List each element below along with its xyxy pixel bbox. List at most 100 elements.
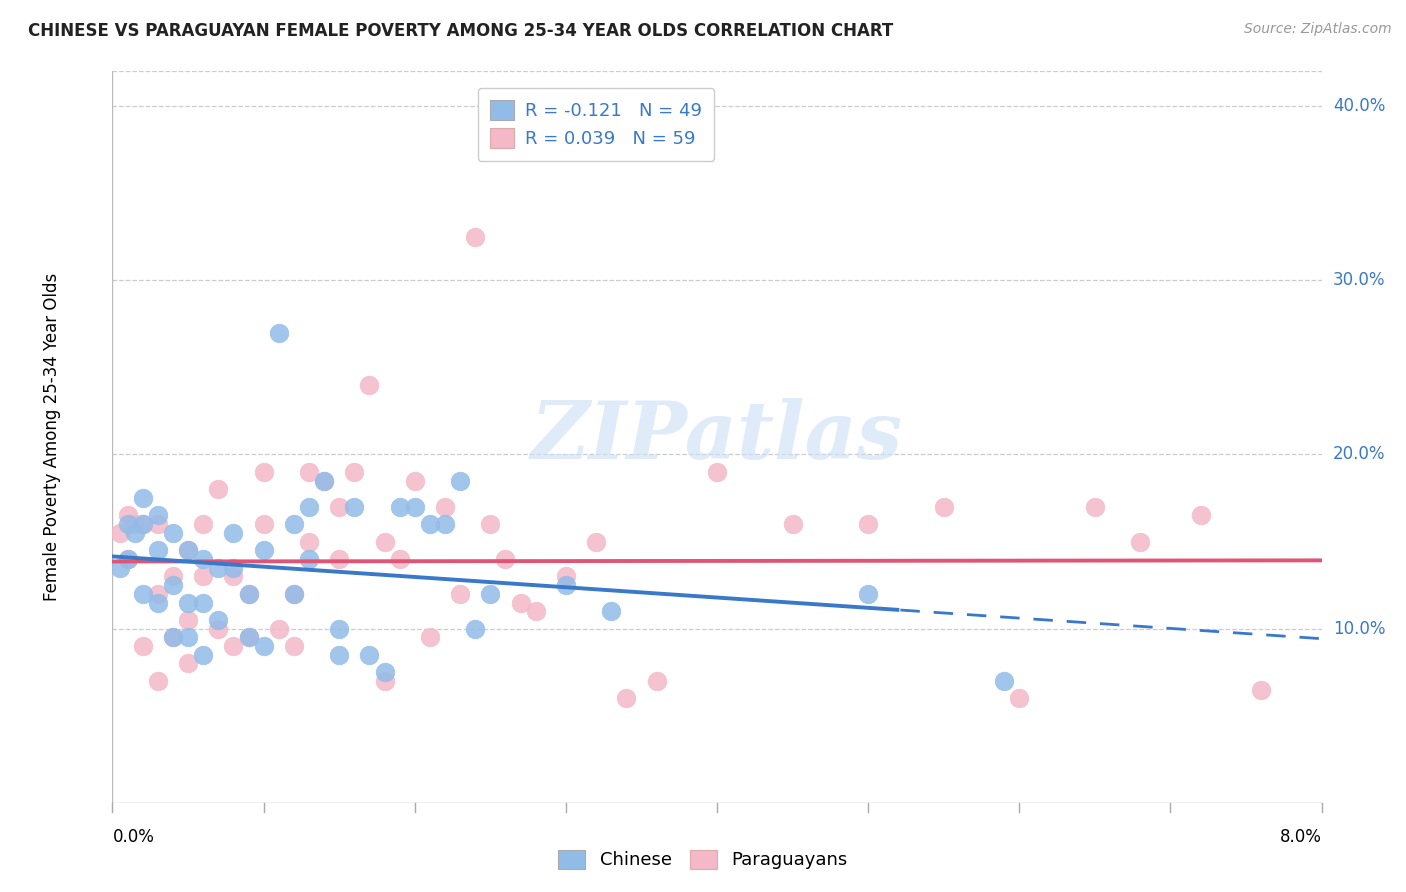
Legend: Chinese, Paraguayans: Chinese, Paraguayans (550, 840, 856, 879)
Point (1008, 691, 1031, 706)
Point (177, 543, 200, 558)
Point (283, 517, 305, 532)
Point (238, 587, 260, 601)
Point (146, 517, 169, 532)
Point (238, 631, 260, 645)
Point (207, 560, 229, 574)
Point (191, 552, 215, 566)
Point (388, 500, 411, 514)
Point (146, 673, 169, 688)
Point (283, 587, 305, 601)
Point (373, 673, 396, 688)
Point (373, 665, 396, 680)
Text: 0.0%: 0.0% (112, 829, 155, 847)
Point (117, 508, 139, 523)
Point (253, 465, 276, 479)
Point (600, 604, 623, 618)
Point (856, 587, 880, 601)
Point (554, 569, 576, 583)
Point (298, 534, 321, 549)
Point (479, 517, 502, 532)
Point (298, 465, 321, 479)
Point (177, 543, 200, 558)
Point (222, 639, 245, 653)
Point (479, 587, 502, 601)
Point (222, 525, 245, 540)
Point (464, 622, 486, 636)
Point (162, 578, 184, 592)
Point (108, 525, 131, 540)
Text: CHINESE VS PARAGUAYAN FEMALE POVERTY AMONG 25-34 YEAR OLDS CORRELATION CHART: CHINESE VS PARAGUAYAN FEMALE POVERTY AMO… (28, 22, 893, 40)
Point (117, 517, 139, 532)
Point (177, 631, 200, 645)
Text: Female Poverty Among 25-34 Year Olds: Female Poverty Among 25-34 Year Olds (44, 273, 60, 601)
Text: 8.0%: 8.0% (1279, 829, 1322, 847)
Point (238, 587, 260, 601)
Point (146, 587, 169, 601)
Point (433, 517, 456, 532)
Point (1189, 508, 1212, 523)
Point (162, 631, 184, 645)
Point (283, 587, 305, 601)
Point (124, 525, 146, 540)
Point (238, 631, 260, 645)
Point (419, 517, 441, 532)
Point (162, 569, 184, 583)
Point (932, 500, 955, 514)
Point (207, 622, 229, 636)
Point (132, 517, 155, 532)
Point (524, 604, 547, 618)
Point (312, 474, 335, 488)
Point (404, 500, 426, 514)
Point (108, 560, 131, 574)
Point (419, 631, 441, 645)
Legend: R = -0.121   N = 49, R = 0.039   N = 59: R = -0.121 N = 49, R = 0.039 N = 59 (478, 87, 714, 161)
Point (1084, 500, 1107, 514)
Point (253, 639, 276, 653)
Point (117, 552, 139, 566)
Text: 10.0%: 10.0% (1333, 620, 1385, 638)
Point (298, 552, 321, 566)
Point (124, 517, 146, 532)
Point (162, 525, 184, 540)
Point (146, 595, 169, 609)
Point (404, 474, 426, 488)
Point (222, 569, 245, 583)
Point (191, 569, 215, 583)
Text: 20.0%: 20.0% (1333, 445, 1385, 464)
Point (253, 543, 276, 558)
Point (993, 673, 1015, 688)
Point (191, 517, 215, 532)
Point (207, 613, 229, 627)
Point (191, 595, 215, 609)
Point (373, 534, 396, 549)
Text: Source: ZipAtlas.com: Source: ZipAtlas.com (1244, 22, 1392, 37)
Text: ZIPatlas: ZIPatlas (531, 399, 903, 475)
Point (328, 552, 350, 566)
Point (191, 648, 215, 662)
Point (449, 474, 471, 488)
Point (706, 465, 728, 479)
Point (1129, 534, 1152, 549)
Point (343, 500, 366, 514)
Point (146, 543, 169, 558)
Point (856, 517, 880, 532)
Point (554, 578, 576, 592)
Point (343, 465, 366, 479)
Point (132, 491, 155, 505)
Point (132, 517, 155, 532)
Point (495, 552, 517, 566)
Point (207, 483, 229, 497)
Point (146, 508, 169, 523)
Point (132, 587, 155, 601)
Point (433, 500, 456, 514)
Point (782, 517, 804, 532)
Point (328, 648, 350, 662)
Point (267, 326, 290, 340)
Point (585, 534, 607, 549)
Point (177, 595, 200, 609)
Point (312, 474, 335, 488)
Point (117, 552, 139, 566)
Point (645, 673, 668, 688)
Point (267, 622, 290, 636)
